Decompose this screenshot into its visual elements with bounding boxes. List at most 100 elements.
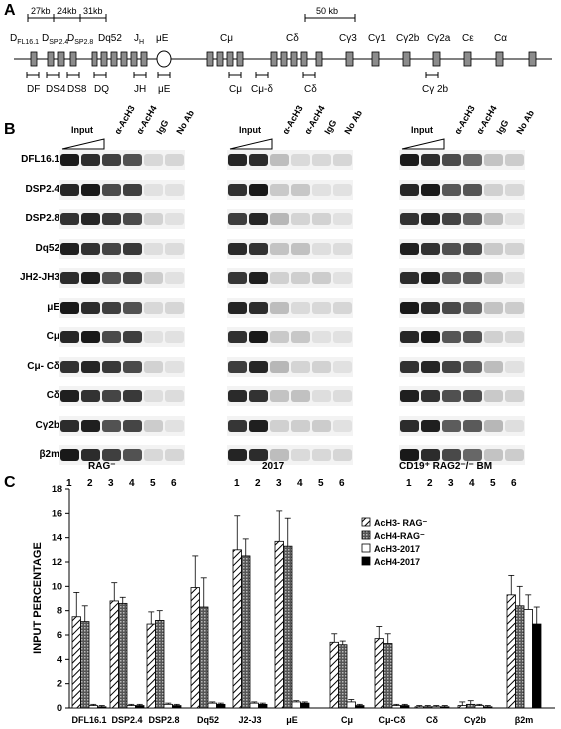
gel-blot-strip [59, 415, 185, 436]
gel-band [484, 154, 503, 166]
gel-band [228, 272, 247, 284]
lane-number: 4 [129, 478, 135, 489]
lane-number: 6 [339, 478, 345, 489]
bar [274, 540, 284, 709]
bar [126, 705, 136, 709]
gel-band [102, 331, 121, 343]
scale-label-24kb: 24kb [57, 6, 77, 16]
gel-band [60, 242, 79, 255]
gel-band [484, 272, 503, 284]
gel-blot-strip [59, 356, 185, 377]
gel-band [123, 360, 142, 373]
gel-band [144, 419, 163, 432]
gel-band [333, 242, 352, 255]
gel-band [81, 154, 100, 166]
gel-blot-strip [399, 179, 525, 200]
gel-blot-strip [227, 445, 353, 465]
gel-band [102, 272, 121, 284]
gel-band [463, 419, 482, 432]
gel-band [421, 449, 440, 461]
locus-map [14, 14, 552, 78]
gel-band [442, 242, 461, 255]
gene-label-cmu: Cμ [220, 33, 233, 44]
gel-blot-strip [227, 386, 353, 406]
gel-band [270, 360, 289, 373]
gel-band [505, 360, 524, 373]
gel-blot-strip [399, 415, 525, 436]
panel-label-c: C [4, 474, 16, 491]
lane-number: 6 [511, 478, 517, 489]
gel-band [249, 360, 268, 373]
x-category-label: Cμ-Cδ [379, 715, 407, 725]
gel-blot-strip [399, 150, 525, 170]
lane-number: 5 [150, 478, 156, 489]
gel-band [81, 419, 100, 432]
probe-label-mue: μE [158, 84, 171, 95]
gel-band [60, 449, 79, 461]
lane-number: 3 [448, 478, 454, 489]
gel-band [102, 301, 121, 314]
gel-band [60, 154, 79, 166]
gel-band [421, 419, 440, 432]
gel-band [249, 272, 268, 284]
bar [515, 605, 525, 709]
gel-band [270, 419, 289, 432]
gel-band [165, 301, 184, 314]
gel-band [463, 360, 482, 373]
gel-band [505, 331, 524, 343]
bar [414, 706, 424, 709]
gel-band [102, 449, 121, 461]
gel-band [400, 390, 419, 402]
input-gradient-wedge [229, 138, 273, 150]
scale-label-50kb: 50 kb [316, 6, 339, 16]
gel-band [505, 154, 524, 166]
gel-band [123, 272, 142, 284]
legend-swatch [361, 517, 371, 527]
gel-band [249, 154, 268, 166]
gel-band [60, 390, 79, 402]
lane-number: 4 [297, 478, 303, 489]
bar [155, 619, 165, 709]
lane-number: 1 [66, 478, 72, 489]
gel-band [81, 390, 100, 402]
gel-band [442, 272, 461, 284]
gel-band [442, 419, 461, 432]
bar [135, 705, 145, 709]
gel-band [505, 213, 524, 225]
bar [329, 641, 339, 709]
gene-label-dq52: Dq52 [98, 33, 122, 44]
gel-band [270, 213, 289, 225]
gene-label-cgamma1: Cγ1 [368, 33, 386, 44]
gel-band [505, 242, 524, 255]
gel-band [421, 272, 440, 284]
gel-band [81, 301, 100, 314]
gel-blot-strip [59, 150, 185, 170]
bar [190, 587, 200, 709]
gel-column-header: Input [239, 125, 261, 135]
bar [338, 644, 348, 709]
gel-band [333, 449, 352, 461]
panel-label-a: A [4, 2, 16, 19]
gel-band [270, 242, 289, 255]
mu-enhancer-mark [156, 50, 172, 68]
gene-boxes [30, 51, 537, 67]
gel-band [421, 242, 440, 255]
gel-band [165, 331, 184, 343]
gel-band [505, 183, 524, 196]
gel-band [144, 360, 163, 373]
y-tick-label: 4 [57, 654, 62, 664]
gel-row-label: JH2-JH3 [19, 272, 60, 283]
bar [532, 623, 542, 709]
gel-band [144, 449, 163, 461]
gel-band [400, 331, 419, 343]
gel-band [249, 301, 268, 314]
legend-swatch [361, 556, 371, 566]
gel-blot-strip [399, 297, 525, 318]
gel-column-header: IgG [494, 118, 511, 136]
gel-band [505, 301, 524, 314]
bar [291, 701, 301, 709]
legend-swatch [361, 543, 371, 553]
gel-band [123, 390, 142, 402]
gel-band [81, 242, 100, 255]
gel-band [484, 242, 503, 255]
